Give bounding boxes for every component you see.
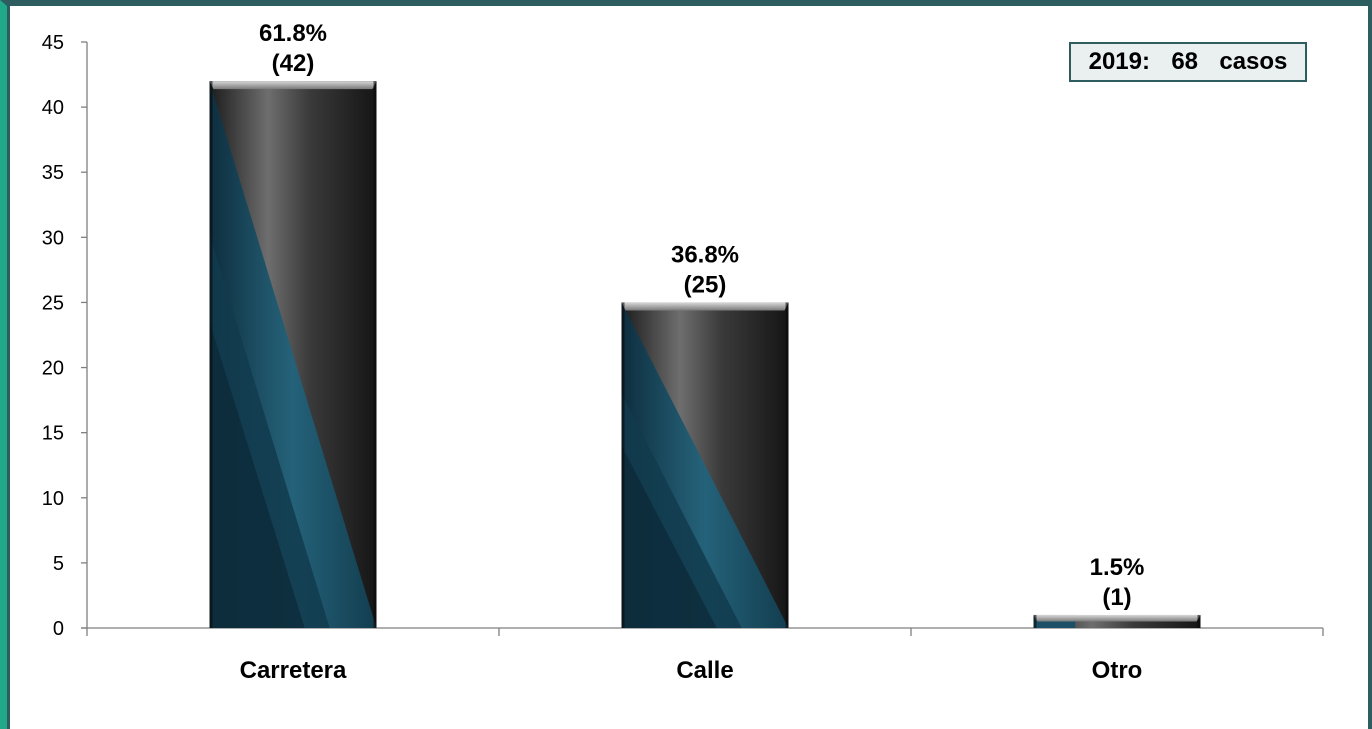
category-label: Carretera <box>240 657 347 684</box>
y-tick-label: 35 <box>42 162 64 184</box>
data-label-count: (42) <box>272 50 315 77</box>
frame-inner-border <box>7 6 10 729</box>
bar-edge-left <box>621 302 625 628</box>
y-tick-label: 25 <box>42 292 64 314</box>
bar-edge-right <box>373 81 377 629</box>
bar-facet-blue-deep <box>209 321 305 628</box>
bar-edge-right <box>1197 614 1201 628</box>
total-cases-annotation: 2019: 68 casos <box>1069 42 1307 82</box>
data-label-count: (1) <box>1102 584 1131 611</box>
bar-edge-left <box>1033 614 1037 628</box>
bar-otro <box>1033 614 1201 628</box>
y-tick-label: 30 <box>42 227 64 249</box>
data-label-count: (25) <box>684 271 727 298</box>
y-tick-label: 40 <box>42 97 64 119</box>
y-tick-label: 20 <box>42 358 64 380</box>
bar-top-bevel <box>1033 614 1201 622</box>
bar-top-bevel <box>621 302 789 311</box>
y-tick-label: 10 <box>42 488 64 510</box>
bar-edge-right <box>785 302 789 628</box>
category-label: Calle <box>676 657 733 684</box>
category-label: Otro <box>1092 657 1143 684</box>
data-label-percent: 61.8% <box>259 20 327 47</box>
y-tick-label: 5 <box>53 553 64 575</box>
bar-calle <box>621 302 789 628</box>
y-tick-label: 15 <box>42 423 64 445</box>
bar-edge-left <box>209 81 213 629</box>
bar-carretera <box>209 81 377 629</box>
bar-top-bevel <box>209 81 377 90</box>
bar-facet-blue-deep <box>621 445 717 628</box>
y-tick-label: 0 <box>53 618 64 640</box>
data-label-percent: 36.8% <box>671 241 739 268</box>
y-tick-label: 45 <box>42 32 64 54</box>
data-label-percent: 1.5% <box>1090 554 1145 581</box>
